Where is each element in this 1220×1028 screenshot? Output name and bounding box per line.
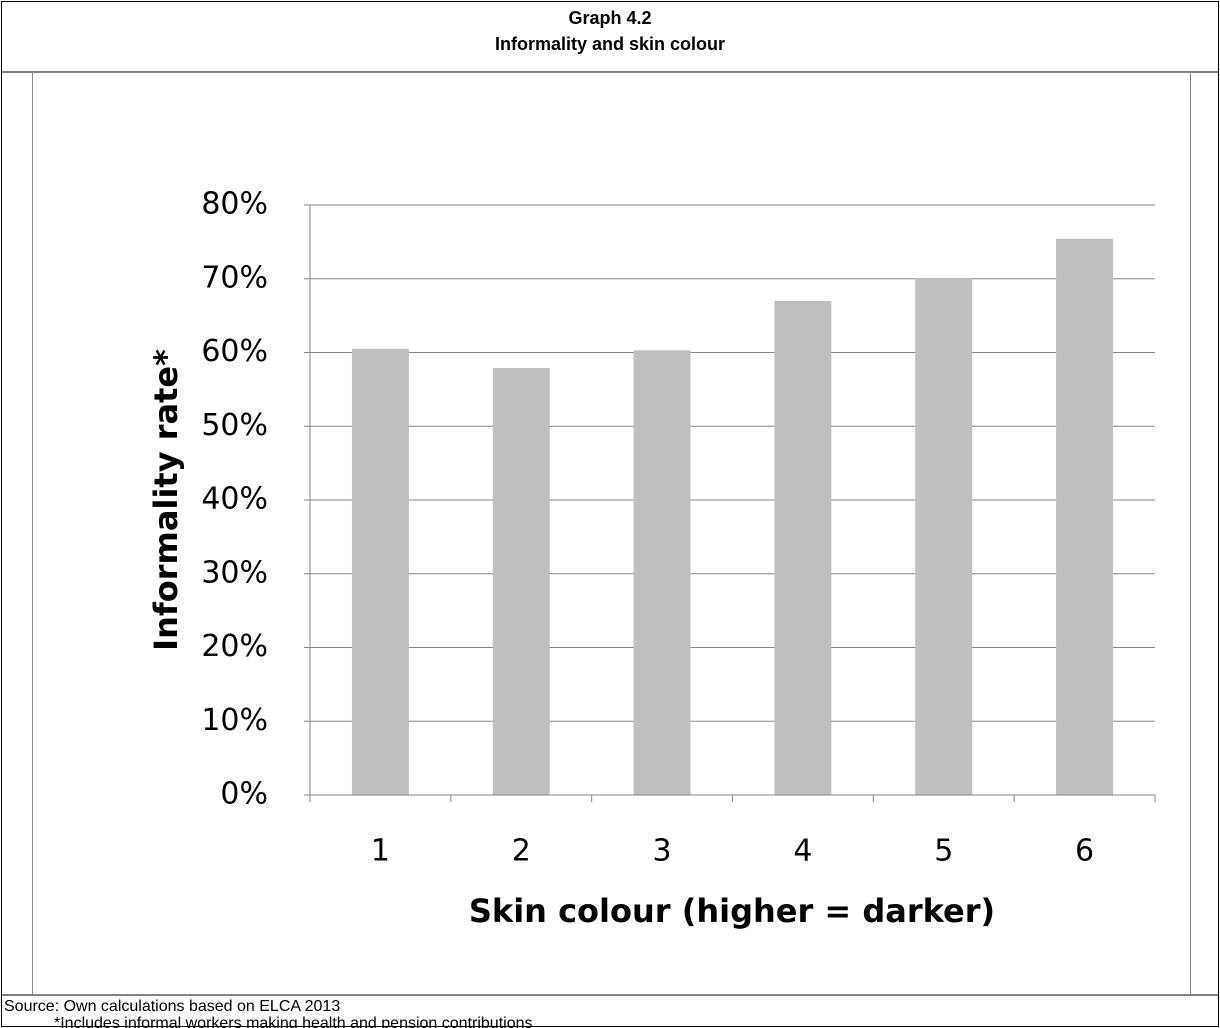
y-tick-label: 0% <box>220 777 268 812</box>
bar <box>492 367 550 795</box>
chart-title: Graph 4.2 <box>568 8 651 28</box>
plot-frame <box>32 72 1191 995</box>
y-tick-label: 50% <box>201 408 268 443</box>
bar <box>351 348 409 795</box>
y-tick-label: 40% <box>201 482 268 517</box>
x-tick-label: 4 <box>793 834 812 869</box>
y-tick-label: 10% <box>201 703 268 738</box>
chart-subtitle: Informality and skin colour <box>495 34 725 54</box>
bar <box>774 300 832 795</box>
x-tick-label: 6 <box>1075 834 1094 869</box>
x-axis-title: Skin colour (higher = darker) <box>469 892 995 930</box>
y-tick-label: 60% <box>201 334 268 369</box>
footnote: *Includes informal workers making health… <box>54 1015 532 1028</box>
y-tick-label: 70% <box>201 260 268 295</box>
y-tick-label: 30% <box>201 555 268 590</box>
x-tick-label: 2 <box>512 834 531 869</box>
x-tick-label: 3 <box>653 834 672 869</box>
bar <box>1056 238 1114 796</box>
bar <box>633 350 691 795</box>
y-tick-label: 80% <box>201 187 268 222</box>
y-axis-title: Informality rate* <box>147 349 185 651</box>
bar <box>915 278 973 795</box>
x-tick-label: 5 <box>934 834 953 869</box>
source-note: Source: Own calculations based on ELCA 2… <box>4 998 340 1015</box>
y-tick-label: 20% <box>201 629 268 664</box>
x-tick-label: 1 <box>371 834 390 869</box>
